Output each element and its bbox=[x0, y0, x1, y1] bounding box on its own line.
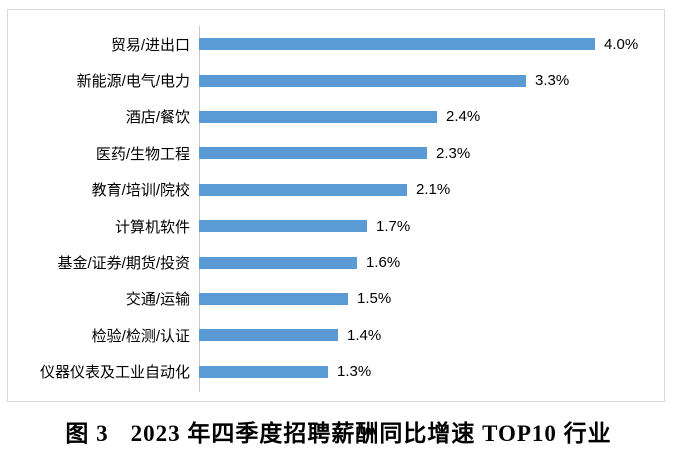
chart-row: 基金/证券/期货/投资 1.6% bbox=[8, 244, 664, 280]
figure-title: 2023 年四季度招聘薪酬同比增速 TOP10 行业 bbox=[130, 421, 612, 446]
bar-area: 2.4% bbox=[199, 99, 664, 135]
chart-row: 检验/检测/认证 1.4% bbox=[8, 317, 664, 353]
value-label: 1.6% bbox=[366, 254, 401, 272]
chart-rows: 贸易/进出口 4.0% 新能源/电气/电力 3.3% 酒店/餐饮 2.4% 医药/生物工程 2… bbox=[8, 26, 664, 390]
bar bbox=[199, 147, 427, 160]
bar-area: 4.0% bbox=[199, 26, 664, 62]
bar-area: 1.5% bbox=[199, 281, 664, 317]
bar-chart: 贸易/进出口 4.0% 新能源/电气/电力 3.3% 酒店/餐饮 2.4% 医药/生物工程 2… bbox=[7, 9, 665, 402]
bar-area: 3.3% bbox=[199, 62, 664, 98]
bar-area: 1.7% bbox=[199, 208, 664, 244]
figure-number: 图 3 bbox=[65, 421, 109, 446]
bar bbox=[199, 329, 338, 342]
chart-row: 仪器仪表及工业自动化 1.3% bbox=[8, 354, 664, 390]
category-label: 仪器仪表及工业自动化 bbox=[39, 364, 190, 382]
category-axis-line bbox=[199, 26, 200, 392]
bar bbox=[199, 110, 437, 123]
category-label: 教育/培训/院校 bbox=[91, 182, 190, 200]
value-label: 2.3% bbox=[436, 144, 471, 162]
chart-row: 医药/生物工程 2.3% bbox=[8, 135, 664, 171]
bar-area: 1.3% bbox=[199, 354, 664, 390]
value-label: 3.3% bbox=[535, 72, 570, 90]
chart-row: 酒店/餐饮 2.4% bbox=[8, 99, 664, 135]
bar bbox=[199, 292, 348, 305]
bar bbox=[199, 38, 595, 51]
value-label: 1.3% bbox=[337, 363, 372, 381]
category-label: 酒店/餐饮 bbox=[125, 109, 190, 127]
bar bbox=[199, 220, 367, 233]
value-label: 4.0% bbox=[604, 35, 639, 53]
value-label: 1.5% bbox=[357, 290, 392, 308]
category-label: 计算机软件 bbox=[114, 218, 190, 236]
value-label: 1.7% bbox=[376, 217, 411, 235]
chart-row: 交通/运输 1.5% bbox=[8, 281, 664, 317]
category-label: 交通/运输 bbox=[125, 291, 190, 309]
chart-row: 教育/培训/院校 2.1% bbox=[8, 172, 664, 208]
category-label: 贸易/进出口 bbox=[110, 36, 190, 54]
bar bbox=[199, 74, 526, 87]
category-label: 检验/检测/认证 bbox=[91, 327, 190, 345]
chart-row: 计算机软件 1.7% bbox=[8, 208, 664, 244]
value-label: 1.4% bbox=[347, 326, 382, 344]
category-label: 基金/证券/期货/投资 bbox=[57, 255, 190, 273]
bar-area: 1.4% bbox=[199, 317, 664, 353]
bar-area: 2.1% bbox=[199, 172, 664, 208]
value-label: 2.1% bbox=[416, 181, 451, 199]
bar bbox=[199, 365, 328, 378]
figure-caption: 图 3 2023 年四季度招聘薪酬同比增速 TOP10 行业 bbox=[0, 414, 677, 448]
chart-row: 贸易/进出口 4.0% bbox=[8, 26, 664, 62]
category-label: 新能源/电气/电力 bbox=[76, 73, 190, 91]
bar-area: 2.3% bbox=[199, 135, 664, 171]
value-label: 2.4% bbox=[446, 108, 481, 126]
bar bbox=[199, 183, 407, 196]
bar bbox=[199, 256, 357, 269]
bar-area: 1.6% bbox=[199, 244, 664, 280]
category-label: 医药/生物工程 bbox=[95, 145, 190, 163]
chart-row: 新能源/电气/电力 3.3% bbox=[8, 62, 664, 98]
